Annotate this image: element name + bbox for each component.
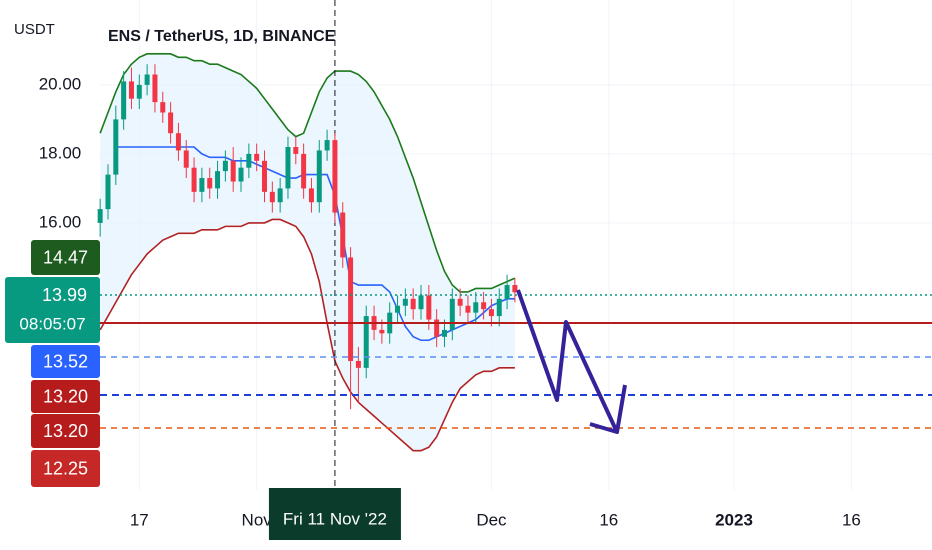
candle-body	[363, 316, 369, 368]
candle-body	[246, 153, 252, 168]
price-tag	[31, 380, 100, 413]
candle-body	[496, 298, 502, 317]
countdown: 08:05:07	[19, 314, 85, 333]
candle-body	[434, 319, 440, 337]
price-tag-label: 13.20	[43, 386, 88, 406]
candle-body	[340, 212, 346, 258]
price-tag	[31, 345, 100, 378]
candle-body	[254, 153, 260, 161]
candle-body	[207, 178, 213, 189]
price-tag-label: 13.99	[42, 285, 87, 305]
price-tag	[5, 277, 100, 343]
candle-body	[379, 329, 385, 334]
candle-body	[199, 178, 205, 192]
indicator-line	[99, 218, 515, 452]
candle-body	[175, 133, 181, 151]
candle-body	[348, 257, 354, 361]
price-tag	[31, 450, 100, 487]
x-tick-label: 2023	[715, 510, 753, 529]
candle-body	[465, 305, 471, 313]
y-axis-label: USDT	[14, 21, 55, 38]
candle-body	[238, 167, 244, 182]
y-tick-label: 20.00	[39, 74, 82, 93]
price-tag-label: 13.52	[43, 351, 88, 371]
candle-body	[152, 74, 158, 103]
price-tag	[31, 240, 100, 275]
candle-body	[105, 174, 111, 210]
y-tick-label: 18.00	[39, 143, 82, 162]
candle-body	[160, 102, 166, 113]
candle-body	[261, 160, 267, 192]
crosshair-tag	[268, 488, 401, 540]
candle-body	[230, 160, 236, 182]
candle-body	[183, 150, 189, 168]
candle-body	[512, 285, 518, 293]
candle-body	[97, 209, 103, 223]
candle-body	[113, 119, 119, 175]
candle-body	[316, 150, 322, 203]
candle-body	[504, 285, 510, 299]
candle-body	[395, 305, 401, 313]
candle-body	[136, 84, 142, 99]
y-tick-label: 16.00	[39, 212, 82, 231]
candle-body	[449, 298, 455, 330]
band-fill	[100, 53, 515, 451]
candle-body	[222, 160, 228, 172]
x-tick-label: Nov	[242, 510, 273, 529]
candle-body	[355, 360, 361, 368]
candle-body	[269, 191, 275, 203]
indicator-line	[99, 53, 516, 293]
plot-layer	[97, 0, 932, 490]
candle-body	[441, 329, 447, 337]
candle-body	[301, 153, 307, 189]
indicator-line	[115, 146, 515, 342]
x-tick-label: 16	[842, 510, 861, 529]
x-tick-label: Dec	[476, 510, 507, 529]
chart-title: ENS / TetherUS, 1D, BINANCE	[108, 28, 336, 45]
candle-body	[332, 140, 338, 213]
candle-body	[488, 309, 494, 317]
candle-body	[277, 188, 283, 203]
candle-body	[168, 112, 174, 134]
projection-arrow	[516, 289, 618, 431]
price-tag-label: 14.47	[43, 247, 88, 267]
candle-body	[293, 147, 299, 154]
candle-body	[121, 81, 127, 120]
candle-body	[457, 298, 463, 306]
candle-body	[191, 167, 197, 192]
candle-body	[128, 81, 134, 99]
price-tag	[31, 414, 100, 448]
candle-body	[144, 74, 150, 85]
candle-body	[473, 302, 479, 313]
x-tick-label: 17	[130, 510, 149, 529]
candle-body	[215, 171, 221, 189]
candle-body	[426, 295, 432, 320]
arrow-head	[589, 384, 627, 434]
crosshair-label: Fri 11 Nov '22	[283, 509, 387, 528]
candle-body	[285, 147, 291, 189]
candle-body	[410, 298, 416, 310]
price-tag-label: 12.25	[43, 458, 88, 478]
candle-body	[481, 302, 487, 310]
candle-body	[324, 140, 330, 151]
candle-body	[402, 298, 408, 306]
price-tag-label: 13.20	[43, 421, 88, 441]
overlay-layer: 17 Nov Dec 16 2023 16 20.00 18.00 16.00 14.47 13.9…	[5, 74, 861, 540]
candle-body	[308, 188, 314, 203]
candle-body	[418, 295, 424, 310]
x-tick-label: 16	[599, 510, 618, 529]
